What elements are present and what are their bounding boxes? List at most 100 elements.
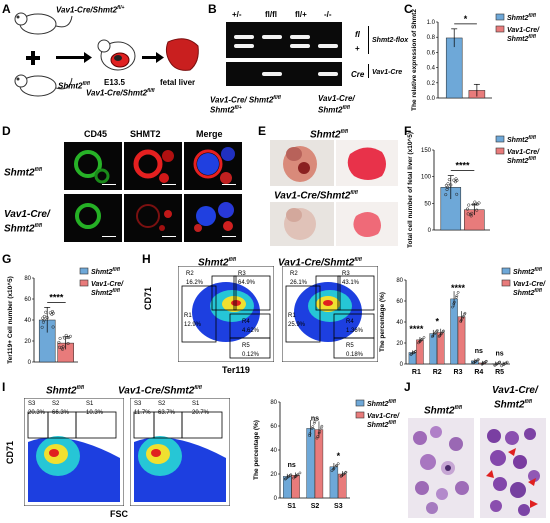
- data-point: [446, 182, 450, 186]
- panel-i-flow-cytometry: Shmt2fl/fl Vav1-Cre/Shmt2fl/fl CD71 FSC …: [0, 380, 250, 523]
- band-cre-label: Cre: [351, 70, 365, 79]
- data-point: [453, 180, 458, 184]
- significance-label: ns: [288, 462, 296, 469]
- x-tick-label: R3: [454, 369, 463, 376]
- panel-label-b: B: [208, 2, 217, 16]
- y-tick-label: 40: [270, 448, 277, 454]
- lane-label: -/-: [324, 10, 332, 19]
- legend-label-control: Shmt2fl/fl: [507, 13, 537, 22]
- data-point: [58, 336, 62, 340]
- flow-xaxis-label: FSC: [110, 509, 128, 519]
- bar: [429, 333, 437, 365]
- mouse-breeding-diagram: [14, 12, 199, 97]
- y-axis-label: The relative expression of Shmt2: [411, 9, 418, 111]
- panel-label-c: C: [404, 2, 413, 16]
- panel-label-d: D: [2, 124, 11, 138]
- gate-label: S3 11.7%: [134, 401, 151, 416]
- data-point: [412, 351, 416, 354]
- fetal-liver-label: fetal liver: [160, 78, 196, 87]
- gate-label: R1 12.9%: [184, 313, 202, 328]
- gate-label: R4 4.62%: [242, 319, 260, 334]
- y-tick-label: 150: [421, 148, 432, 154]
- data-point: [453, 300, 456, 304]
- flow-xaxis-label: Ter119: [222, 365, 250, 375]
- gel-image-shmt2: [226, 22, 342, 58]
- data-point: [294, 474, 298, 478]
- gate-label: R3 64.9%: [238, 271, 256, 286]
- data-point: [473, 200, 477, 204]
- y-tick-label: 80: [24, 276, 31, 282]
- significance-label: ns: [311, 415, 319, 422]
- band-plus-label: +: [355, 44, 360, 53]
- data-point: [467, 203, 471, 207]
- panel-e-embryo-photos: Shmt2fl/fl Vav1-Cre/Shmt2fl/fl: [258, 122, 402, 250]
- embryo-stage: E13.5: [104, 78, 125, 87]
- data-point: [44, 310, 48, 314]
- gate-label: S2 63.7%: [158, 401, 176, 416]
- data-point: [495, 362, 499, 366]
- panel-label-g: G: [2, 252, 12, 266]
- data-point: [494, 363, 497, 367]
- flow-title-cko: Vav1-Cre/Shmt2fl/fl: [278, 257, 362, 269]
- gene-label-vav1-cre: Vav1-Cre: [372, 69, 403, 76]
- merge-image-cko: [184, 194, 242, 242]
- data-point: [330, 469, 334, 473]
- legend-label-cko: Vav1-Cre/: [91, 281, 124, 288]
- data-point: [459, 318, 463, 322]
- gel-image-cre: [226, 62, 342, 86]
- legend-swatch-control: [501, 267, 511, 275]
- mouse-icon: [14, 12, 73, 35]
- data-point: [66, 341, 70, 346]
- column-label-shmt2: SHMT2: [130, 129, 161, 139]
- flow-title-control: Shmt2fl/fl: [46, 385, 85, 397]
- panel-d-immunofluorescence: CD45 SHMT2 Merge Shmt2fl/fl Vav1-Cre/ Sh…: [0, 122, 256, 250]
- data-point: [339, 475, 343, 478]
- y-tick-label: 20: [24, 339, 31, 345]
- embryo-label-cko: Vav1-Cre/Shmt2fl/fl: [274, 190, 358, 202]
- legend-label-control: Shmt2fl/fl: [513, 267, 543, 276]
- data-point: [442, 329, 445, 333]
- lane-label: +/-: [232, 10, 242, 19]
- legend-label-cko-2: Shmt2fl/fl: [513, 288, 543, 297]
- mouse-icon: [14, 74, 73, 97]
- x-tick-label: R4: [474, 369, 483, 376]
- data-point: [440, 331, 444, 335]
- gate-label: S1 10.3%: [86, 401, 104, 416]
- data-point: [316, 435, 320, 438]
- panel-b-gel: +/- fl/fl fl/+ -/- fl + Cre Shmt2-flox V…: [208, 0, 408, 120]
- y-tick-label: 0: [428, 228, 432, 234]
- data-point: [332, 467, 336, 470]
- bar: [457, 316, 466, 365]
- data-point: [455, 192, 459, 196]
- data-point: [474, 359, 478, 363]
- y-tick-label: 20: [396, 341, 403, 347]
- flow-yaxis-label: CD71: [5, 440, 15, 464]
- chart-f-total-cell-number: 0 50 100 150 Total cell number of fetal live…: [406, 132, 540, 248]
- arrowhead-icon: [486, 448, 538, 508]
- y-tick-label: 40: [24, 318, 31, 324]
- smear-image-cko: [480, 418, 546, 518]
- y-axis-label: Total cell number of fetal liver (x10^5): [406, 132, 414, 248]
- y-tick-label: 0.2: [427, 81, 436, 87]
- fetal-liver-image-cko: [336, 202, 398, 246]
- shmt2-image-control: [124, 142, 182, 190]
- row-label-cko: Vav1-Cre/: [4, 209, 50, 220]
- chart-i-percentage: 0 20 40 60 80 The percentage (%) S1 ns S2 ns S3 * Sh…: [253, 399, 400, 510]
- bar: [338, 473, 347, 499]
- data-point: [331, 467, 335, 471]
- data-point: [504, 361, 508, 365]
- data-point: [64, 333, 68, 338]
- panel-label-f: F: [404, 124, 412, 138]
- data-point: [308, 432, 312, 435]
- data-point: [463, 311, 467, 315]
- data-point: [481, 362, 485, 366]
- data-point: [475, 202, 479, 206]
- x-tick-label: R2: [433, 369, 442, 376]
- smear-label-cko-2: Shmt2fl/fl: [494, 399, 533, 411]
- legend-label-cko: Vav1-Cre/: [507, 27, 540, 34]
- legend-label-cko-2: Shmt2fl/fl: [367, 420, 397, 429]
- legend-label-cko: Vav1-Cre/: [513, 281, 546, 288]
- gate-label: R5 0.12%: [242, 343, 260, 358]
- smear-label-cko: Vav1-Cre/: [492, 385, 538, 396]
- data-point: [418, 339, 422, 343]
